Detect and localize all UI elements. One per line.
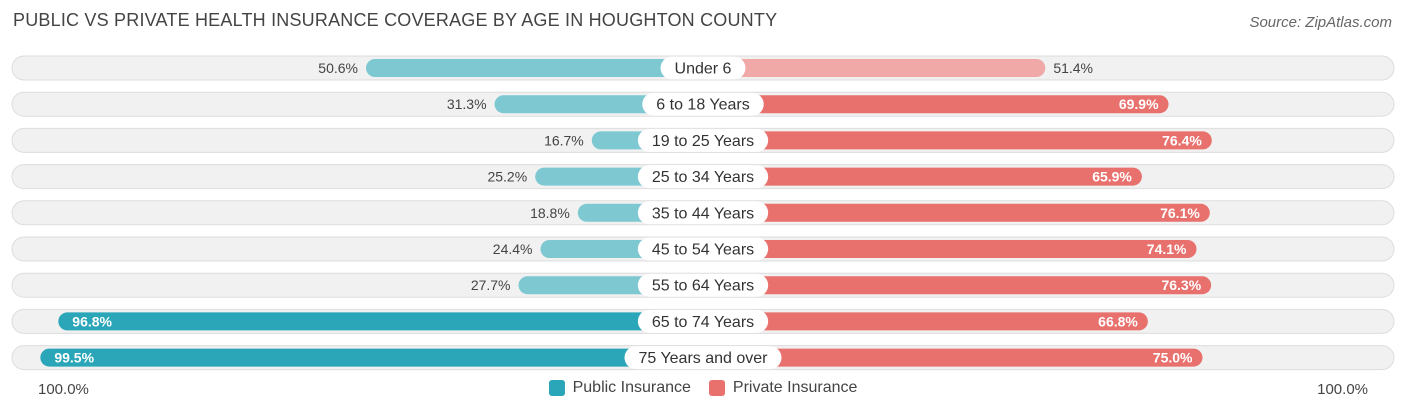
value-label-private: 76.1% bbox=[1160, 205, 1200, 221]
value-label-private: 76.3% bbox=[1161, 277, 1201, 293]
legend-swatch-public bbox=[548, 380, 565, 396]
category-pill bbox=[660, 56, 746, 80]
category-label: 6 to 18 Years bbox=[656, 97, 749, 114]
legend-label-public: Public Insurance bbox=[572, 379, 691, 396]
bar-private bbox=[703, 276, 1212, 295]
category-label: 75 Years and over bbox=[639, 350, 769, 367]
value-label-private: 51.4% bbox=[1053, 60, 1093, 76]
bar-private bbox=[703, 348, 1203, 367]
value-label-public: 27.7% bbox=[471, 277, 511, 293]
value-label-public: 18.8% bbox=[530, 205, 570, 221]
category-label: 35 to 44 Years bbox=[652, 205, 754, 222]
value-label-public: 99.5% bbox=[54, 350, 94, 366]
category-label: 65 to 74 Years bbox=[652, 314, 754, 331]
chart-source: Source: ZipAtlas.com bbox=[1249, 14, 1392, 31]
axis-right-label: 100.0% bbox=[1317, 381, 1368, 398]
value-label-private: 69.9% bbox=[1119, 96, 1159, 112]
bar-private bbox=[703, 240, 1197, 258]
axis-left-label: 100.0% bbox=[38, 381, 89, 398]
bar-private bbox=[703, 167, 1142, 186]
legend-label-private: Private Insurance bbox=[732, 379, 858, 396]
category-pill bbox=[637, 237, 769, 261]
value-label-public: 25.2% bbox=[487, 169, 527, 185]
value-label-private: 75.0% bbox=[1153, 350, 1193, 366]
bar-public bbox=[58, 312, 703, 331]
category-label: 45 to 54 Years bbox=[652, 242, 754, 259]
bar-public bbox=[366, 59, 703, 77]
value-label-public: 96.8% bbox=[72, 313, 112, 329]
category-label: 19 to 25 Years bbox=[652, 133, 754, 150]
bar-private bbox=[703, 95, 1169, 114]
bar-private bbox=[703, 59, 1046, 77]
category-pill bbox=[637, 273, 769, 297]
category-pill bbox=[637, 165, 769, 189]
bar-private bbox=[703, 131, 1212, 150]
legend: Public Insurance Private Insurance bbox=[0, 379, 1406, 397]
category-pill bbox=[642, 92, 764, 116]
legend-swatch-private bbox=[708, 380, 725, 396]
category-pill bbox=[637, 309, 769, 333]
value-label-public: 31.3% bbox=[447, 96, 487, 112]
legend-item-private[interactable]: Private Insurance bbox=[708, 379, 858, 397]
bar-private bbox=[703, 203, 1210, 222]
bar-private bbox=[703, 312, 1148, 331]
value-label-private: 74.1% bbox=[1147, 241, 1187, 257]
chart-title: PUBLIC VS PRIVATE HEALTH INSURANCE COVER… bbox=[13, 10, 778, 30]
value-label-public: 24.4% bbox=[493, 241, 533, 257]
value-label-public: 50.6% bbox=[318, 60, 358, 76]
value-label-private: 65.9% bbox=[1092, 169, 1132, 185]
category-label: 25 to 34 Years bbox=[652, 169, 754, 186]
value-label-private: 66.8% bbox=[1098, 313, 1138, 329]
category-pill bbox=[637, 201, 769, 225]
value-label-public: 16.7% bbox=[544, 132, 584, 148]
value-label-private: 76.4% bbox=[1162, 132, 1202, 148]
category-pill bbox=[624, 346, 782, 370]
category-pill bbox=[637, 128, 769, 152]
legend-item-public[interactable]: Public Insurance bbox=[548, 379, 691, 397]
category-label: Under 6 bbox=[675, 61, 732, 78]
category-label: 55 to 64 Years bbox=[652, 278, 754, 295]
bar-public bbox=[40, 348, 703, 367]
